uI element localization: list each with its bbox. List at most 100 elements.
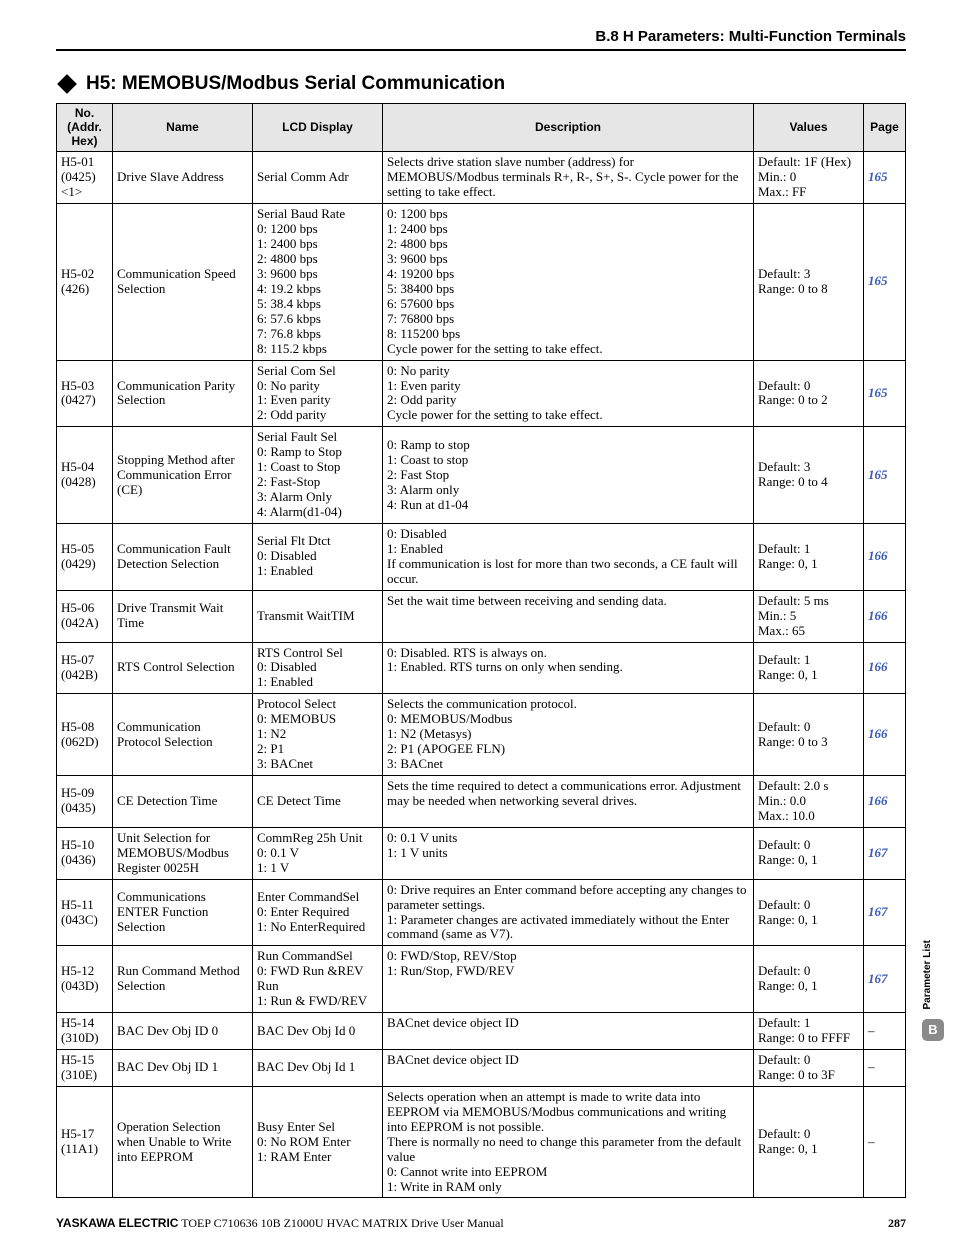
cell-name: Communication Protocol Selection bbox=[113, 694, 253, 776]
cell-values: Default: 1 Range: 0, 1 bbox=[754, 523, 864, 590]
table-row: H5-01 (0425) <1>Drive Slave AddressSeria… bbox=[57, 152, 906, 204]
table-row: H5-11 (043C)Communications ENTER Functio… bbox=[57, 879, 906, 946]
table-row: H5-07 (042B)RTS Control SelectionRTS Con… bbox=[57, 642, 906, 694]
cell-page-dash: – bbox=[864, 1013, 906, 1050]
cell-lcd: CE Detect Time bbox=[253, 776, 383, 828]
col-page: Page bbox=[864, 104, 906, 152]
cell-no: H5-01 (0425) <1> bbox=[57, 152, 113, 204]
cell-desc: BACnet device object ID bbox=[383, 1050, 754, 1087]
cell-lcd: RTS Control Sel 0: Disabled 1: Enabled bbox=[253, 642, 383, 694]
cell-name: BAC Dev Obj ID 0 bbox=[113, 1013, 253, 1050]
cell-desc: 0: Ramp to stop 1: Coast to stop 2: Fast… bbox=[383, 427, 754, 524]
cell-values: Default: 3 Range: 0 to 4 bbox=[754, 427, 864, 524]
cell-values: Default: 3 Range: 0 to 8 bbox=[754, 204, 864, 360]
section-title: H5: MEMOBUS/Modbus Serial Communication bbox=[56, 73, 906, 95]
cell-desc: Selects operation when an attempt is mad… bbox=[383, 1086, 754, 1198]
cell-no: H5-06 (042A) bbox=[57, 590, 113, 642]
table-row: H5-17 (11A1)Operation Selection when Una… bbox=[57, 1086, 906, 1198]
cell-no: H5-05 (0429) bbox=[57, 523, 113, 590]
cell-page-dash: – bbox=[864, 1086, 906, 1198]
cell-name: Drive Slave Address bbox=[113, 152, 253, 204]
cell-page-link: 165 bbox=[864, 427, 906, 524]
cell-no: H5-03 (0427) bbox=[57, 360, 113, 427]
table-row: H5-15 (310E)BAC Dev Obj ID 1BAC Dev Obj … bbox=[57, 1050, 906, 1087]
cell-desc: Sets the time required to detect a commu… bbox=[383, 776, 754, 828]
col-desc: Description bbox=[383, 104, 754, 152]
cell-desc: Set the wait time between receiving and … bbox=[383, 590, 754, 642]
cell-values: Default: 0 Range: 0, 1 bbox=[754, 1086, 864, 1198]
page-header: B.8 H Parameters: Multi-Function Termina… bbox=[56, 28, 906, 51]
col-no: No. (Addr. Hex) bbox=[57, 104, 113, 152]
cell-desc: 0: Disabled 1: Enabled If communication … bbox=[383, 523, 754, 590]
cell-lcd: Serial Baud Rate 0: 1200 bps 1: 2400 bps… bbox=[253, 204, 383, 360]
section-title-text: H5: MEMOBUS/Modbus Serial Communication bbox=[86, 73, 505, 95]
footer-doc: TOEP C710636 10B Z1000U HVAC MATRIX Driv… bbox=[178, 1216, 503, 1230]
cell-name: CE Detection Time bbox=[113, 776, 253, 828]
cell-lcd: Serial Comm Adr bbox=[253, 152, 383, 204]
cell-no: H5-12 (043D) bbox=[57, 946, 113, 1013]
cell-lcd: Serial Fault Sel 0: Ramp to Stop 1: Coas… bbox=[253, 427, 383, 524]
cell-page-link: 165 bbox=[864, 204, 906, 360]
cell-desc: 0: No parity 1: Even parity 2: Odd parit… bbox=[383, 360, 754, 427]
cell-values: Default: 0 Range: 0 to 3 bbox=[754, 694, 864, 776]
cell-page-link: 165 bbox=[864, 360, 906, 427]
cell-name: Operation Selection when Unable to Write… bbox=[113, 1086, 253, 1198]
side-tab-badge: B bbox=[922, 1019, 944, 1041]
cell-lcd: Run CommandSel 0: FWD Run &REV Run 1: Ru… bbox=[253, 946, 383, 1013]
cell-no: H5-04 (0428) bbox=[57, 427, 113, 524]
cell-values: Default: 0 Range: 0, 1 bbox=[754, 879, 864, 946]
cell-lcd: Serial Flt Dtct 0: Disabled 1: Enabled bbox=[253, 523, 383, 590]
table-row: H5-02 (426)Communication Speed Selection… bbox=[57, 204, 906, 360]
cell-desc: 0: 1200 bps 1: 2400 bps 2: 4800 bps 3: 9… bbox=[383, 204, 754, 360]
cell-page-link: 166 bbox=[864, 642, 906, 694]
cell-values: Default: 5 ms Min.: 5 Max.: 65 bbox=[754, 590, 864, 642]
cell-name: RTS Control Selection bbox=[113, 642, 253, 694]
cell-page-link: 166 bbox=[864, 523, 906, 590]
table-row: H5-05 (0429)Communication Fault Detectio… bbox=[57, 523, 906, 590]
cell-values: Default: 0 Range: 0, 1 bbox=[754, 827, 864, 879]
cell-name: Communications ENTER Function Selection bbox=[113, 879, 253, 946]
cell-values: Default: 1 Range: 0 to FFFF bbox=[754, 1013, 864, 1050]
cell-values: Default: 1F (Hex) Min.: 0 Max.: FF bbox=[754, 152, 864, 204]
cell-page-link: 166 bbox=[864, 776, 906, 828]
cell-no: H5-17 (11A1) bbox=[57, 1086, 113, 1198]
table-row: H5-03 (0427)Communication Parity Selecti… bbox=[57, 360, 906, 427]
cell-name: Drive Transmit Wait Time bbox=[113, 590, 253, 642]
cell-desc: 0: Disabled. RTS is always on. 1: Enable… bbox=[383, 642, 754, 694]
cell-lcd: Serial Com Sel 0: No parity 1: Even pari… bbox=[253, 360, 383, 427]
cell-page-link: 167 bbox=[864, 827, 906, 879]
cell-no: H5-14 (310D) bbox=[57, 1013, 113, 1050]
cell-no: H5-15 (310E) bbox=[57, 1050, 113, 1087]
cell-name: BAC Dev Obj ID 1 bbox=[113, 1050, 253, 1087]
cell-values: Default: 0 Range: 0 to 2 bbox=[754, 360, 864, 427]
cell-name: Communication Speed Selection bbox=[113, 204, 253, 360]
cell-name: Communication Parity Selection bbox=[113, 360, 253, 427]
cell-no: H5-11 (043C) bbox=[57, 879, 113, 946]
col-name: Name bbox=[113, 104, 253, 152]
cell-lcd: BAC Dev Obj Id 0 bbox=[253, 1013, 383, 1050]
cell-lcd: Protocol Select 0: MEMOBUS 1: N2 2: P1 3… bbox=[253, 694, 383, 776]
table-row: H5-08 (062D)Communication Protocol Selec… bbox=[57, 694, 906, 776]
cell-page-dash: – bbox=[864, 1050, 906, 1087]
cell-page-link: 166 bbox=[864, 590, 906, 642]
table-row: H5-12 (043D)Run Command Method Selection… bbox=[57, 946, 906, 1013]
cell-desc: BACnet device object ID bbox=[383, 1013, 754, 1050]
cell-page-link: 167 bbox=[864, 879, 906, 946]
cell-page-link: 167 bbox=[864, 946, 906, 1013]
cell-page-link: 166 bbox=[864, 694, 906, 776]
cell-values: Default: 0 Range: 0, 1 bbox=[754, 946, 864, 1013]
cell-desc: Selects drive station slave number (addr… bbox=[383, 152, 754, 204]
cell-desc: 0: Drive requires an Enter command befor… bbox=[383, 879, 754, 946]
table-header-row: No. (Addr. Hex) Name LCD Display Descrip… bbox=[57, 104, 906, 152]
table-row: H5-10 (0436)Unit Selection for MEMOBUS/M… bbox=[57, 827, 906, 879]
footer-brand: YASKAWA ELECTRIC bbox=[56, 1216, 178, 1230]
cell-page-link: 165 bbox=[864, 152, 906, 204]
side-tab: Parameter List B bbox=[922, 940, 944, 1041]
cell-no: H5-02 (426) bbox=[57, 204, 113, 360]
cell-no: H5-09 (0435) bbox=[57, 776, 113, 828]
cell-lcd: CommReg 25h Unit 0: 0.1 V 1: 1 V bbox=[253, 827, 383, 879]
cell-desc: 0: 0.1 V units 1: 1 V units bbox=[383, 827, 754, 879]
cell-values: Default: 2.0 s Min.: 0.0 Max.: 10.0 bbox=[754, 776, 864, 828]
footer-page-number: 287 bbox=[888, 1216, 906, 1231]
side-tab-label: Parameter List bbox=[922, 940, 933, 1009]
